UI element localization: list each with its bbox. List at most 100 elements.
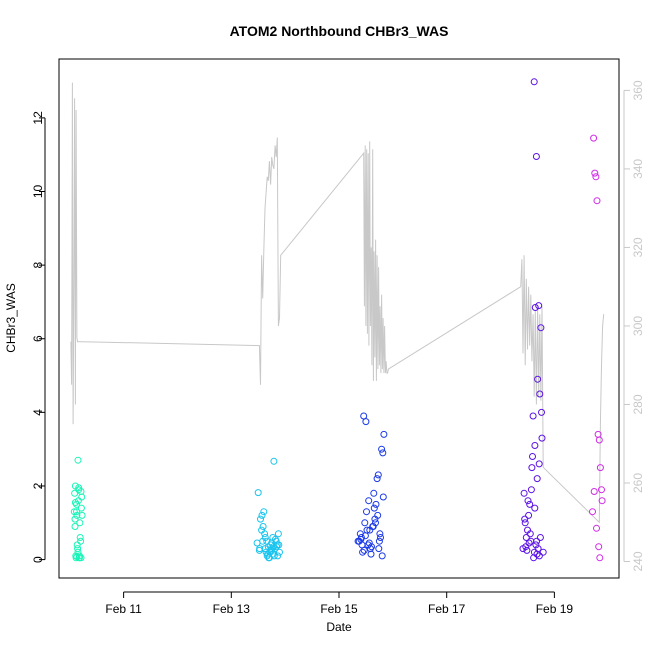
data-point (360, 412, 368, 420)
data-point (532, 541, 540, 549)
data-point (372, 500, 380, 508)
data-point (532, 153, 540, 160)
data-point (538, 434, 546, 442)
x-tick-label: Feb 15 (320, 602, 358, 616)
y-tick-label: 12 (31, 111, 45, 125)
data-point (274, 552, 282, 560)
data-point (528, 464, 536, 472)
data-point (590, 134, 598, 142)
data-point (523, 546, 531, 554)
data-point (522, 534, 530, 541)
data-point (530, 554, 538, 562)
y-tick-label: 10 (31, 185, 45, 199)
data-point (530, 78, 538, 86)
data-point (536, 534, 544, 541)
data-point (379, 493, 387, 501)
data-point (595, 436, 603, 444)
data-point (537, 324, 545, 332)
data-point (596, 464, 604, 472)
data-point (256, 545, 264, 553)
data-point (535, 460, 543, 468)
data-point (270, 457, 278, 465)
data-point (529, 453, 536, 460)
data-point (377, 534, 384, 541)
data-point (368, 543, 375, 551)
data-point (591, 169, 599, 177)
data-point (361, 519, 369, 527)
data-point (531, 504, 539, 512)
data-point (365, 497, 373, 505)
data-point (373, 475, 381, 483)
data-point (539, 548, 547, 556)
data-point (78, 511, 86, 519)
y2-tick-label: 300 (631, 316, 645, 336)
data-point (589, 508, 596, 516)
chart-title: ATOM2 Northbound CHBr3_WAS (230, 23, 449, 39)
data-point (378, 445, 386, 453)
data-point (370, 489, 378, 497)
data-point (533, 475, 541, 483)
data-point (590, 488, 598, 495)
data-point (270, 543, 278, 551)
data-point (261, 534, 269, 541)
data-point (526, 500, 534, 508)
x-tick-label: Feb 19 (536, 602, 574, 616)
data-point (271, 535, 279, 543)
data-point (365, 539, 373, 547)
data-point (71, 499, 79, 506)
data-point (372, 519, 379, 527)
data-point (75, 486, 83, 494)
data-point (75, 484, 83, 492)
data-point (595, 543, 603, 551)
data-point (263, 537, 271, 545)
plot-frame (58, 58, 620, 579)
data-point (71, 523, 79, 530)
data-point (598, 486, 605, 494)
data-point (273, 543, 281, 551)
data-point (531, 304, 539, 311)
y2-tick-label: 320 (631, 237, 645, 257)
data-point (378, 552, 386, 560)
data-point (266, 548, 274, 556)
y2-tick-label: 280 (631, 394, 645, 414)
data-point (73, 553, 81, 561)
data-point (74, 545, 82, 553)
data-point (521, 519, 529, 527)
data-point (374, 471, 382, 479)
data-point (77, 537, 85, 545)
data-point (596, 554, 604, 562)
data-point (73, 508, 80, 516)
data-point (360, 546, 368, 554)
data-point (274, 530, 282, 538)
data-point (73, 511, 81, 519)
data-point (276, 548, 283, 556)
data-point (536, 390, 544, 398)
data-point (535, 302, 543, 310)
data-point (257, 515, 264, 523)
data-point (259, 523, 267, 530)
data-point (258, 511, 266, 519)
data-point (525, 511, 533, 519)
data-point (520, 489, 528, 497)
y-tick-label: 0 (31, 556, 45, 563)
data-point (261, 530, 269, 538)
data-point (361, 532, 369, 540)
data-point (76, 519, 84, 527)
data-point (375, 545, 383, 553)
data-point (359, 548, 367, 556)
y-tick-label: 8 (31, 261, 45, 268)
data-point (74, 456, 82, 464)
data-point (253, 539, 261, 547)
y-tick-label: 2 (31, 482, 45, 489)
data-point (534, 545, 542, 553)
data-point (376, 530, 384, 538)
data-point (374, 511, 382, 519)
data-point (529, 412, 537, 420)
data-point (260, 508, 268, 516)
data-point (593, 197, 601, 205)
data-point (71, 489, 79, 497)
plot-area: Feb 11 Feb 13 Feb 15 Feb 17 Feb 19 0 2 4 6 8 10 12 2… (31, 58, 645, 616)
data-point (525, 539, 533, 547)
data-point (531, 442, 539, 449)
